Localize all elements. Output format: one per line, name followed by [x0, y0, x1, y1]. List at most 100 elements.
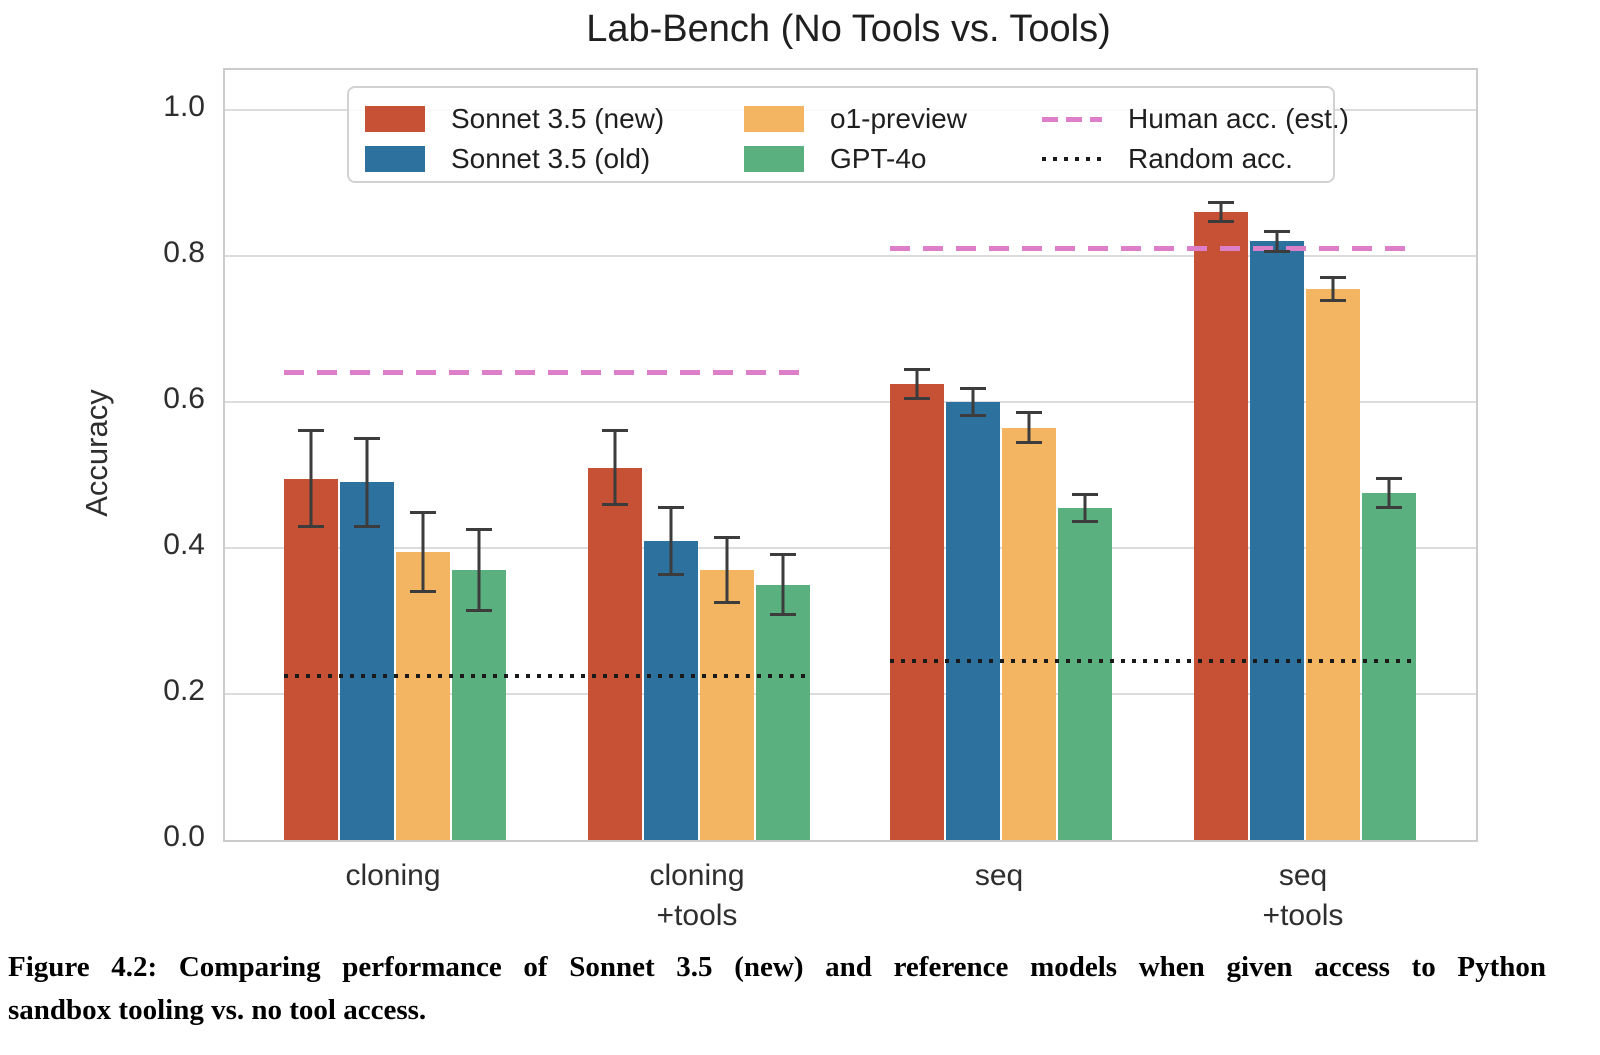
- y-tick-label: 0.4: [163, 528, 205, 561]
- legend-swatch-icon: [744, 106, 804, 132]
- error-bar-cap-top: [1376, 477, 1402, 481]
- reference-line-Human acc. (est.): [890, 246, 1416, 252]
- bar-GPT-4o-cloning: [452, 569, 506, 840]
- error-bar-cap-top: [904, 367, 930, 371]
- y-tick-label: 1.0: [163, 90, 205, 123]
- bar-o1-preview-seq: [1002, 427, 1056, 840]
- error-bar-GPT-4o-0: [452, 528, 506, 612]
- caption-line-2: sandbox tooling vs. no tool access.: [8, 994, 427, 1026]
- dotted-line-icon: [1042, 157, 1102, 161]
- error-bar-cap-bottom: [1072, 520, 1098, 524]
- error-bar-cap-top: [658, 505, 684, 509]
- x-tick-label-cloning-+tools: cloning +tools: [649, 859, 745, 932]
- error-bar-cap-bottom: [960, 413, 986, 417]
- error-bar-cap-bottom: [1016, 440, 1042, 444]
- error-bar-stem: [1219, 201, 1223, 224]
- error-bar-cap-top: [1320, 275, 1346, 279]
- error-bar-stem: [1275, 229, 1279, 254]
- legend-item-GPT-4o: GPT-4o: [744, 143, 926, 174]
- y-tick-label: 0.0: [163, 820, 205, 853]
- error-bar-stem: [421, 510, 425, 593]
- legend-label: Sonnet 3.5 (new): [451, 103, 665, 134]
- error-bar-GPT-4o-1: [756, 553, 810, 616]
- error-bar-cap-top: [602, 429, 628, 432]
- error-bar-stem: [725, 535, 729, 605]
- reference-line-Random acc.: [284, 673, 810, 678]
- error-bar-stem: [613, 429, 617, 507]
- legend-swatch-icon: [365, 146, 425, 172]
- error-bar-Sonnet 3.5 (old)-3: [1250, 229, 1304, 254]
- bar-o1-preview-cloning: [396, 551, 450, 840]
- error-bar-cap-bottom: [410, 589, 436, 593]
- error-bar-cap-bottom: [602, 503, 628, 507]
- error-bar-cap-top: [960, 387, 986, 391]
- bar-Sonnet 3.5 (old)-cloning: [340, 482, 394, 840]
- x-tick-label-cloning: cloning: [345, 859, 441, 892]
- error-bar-o1-preview-2: [1002, 411, 1056, 444]
- y-tick-label: 0.2: [163, 674, 205, 707]
- error-bar-stem: [1331, 275, 1335, 302]
- gridline-y-0.6: [225, 401, 1476, 403]
- legend-item-Sonnet 3.5 (old): Sonnet 3.5 (old): [365, 143, 650, 174]
- error-bar-stem: [781, 553, 785, 616]
- gridline-y-0.8: [225, 255, 1476, 257]
- reference-line-Human acc. (est.): [284, 370, 810, 376]
- error-bar-cap-bottom: [298, 525, 324, 529]
- error-bar-cap-top: [298, 429, 324, 432]
- error-bar-cap-top: [770, 553, 796, 557]
- error-bar-cap-top: [1208, 201, 1234, 205]
- error-bar-cap-top: [410, 510, 436, 514]
- legend-label: Random acc.: [1128, 143, 1293, 174]
- error-bar-cap-bottom: [904, 396, 930, 400]
- error-bar-Sonnet 3.5 (old)-0: [340, 437, 394, 528]
- error-bar-stem: [477, 528, 481, 612]
- error-bar-Sonnet 3.5 (new)-3: [1194, 201, 1248, 224]
- gridline-y-0.2: [225, 693, 1476, 695]
- bar-GPT-4o-cloning-+tools: [756, 584, 810, 840]
- bar-GPT-4o-seq-+tools: [1362, 493, 1416, 840]
- error-bar-Sonnet 3.5 (new)-2: [890, 367, 944, 400]
- legend-swatch-icon: [744, 146, 804, 172]
- bar-Sonnet 3.5 (new)-seq-+tools: [1194, 212, 1248, 840]
- error-bar-stem: [971, 387, 975, 417]
- legend-item-o1-preview: o1-preview: [744, 103, 967, 134]
- legend-swatch-icon: [365, 106, 425, 132]
- error-bar-stem: [365, 437, 369, 528]
- error-bar-stem: [669, 505, 673, 576]
- y-tick-label: 0.6: [163, 382, 205, 415]
- chart-title: Lab-Bench (No Tools vs. Tools): [586, 8, 1111, 50]
- figure-caption: Figure 4.2: Comparing performance of Son…: [8, 946, 1546, 1032]
- bar-Sonnet 3.5 (new)-cloning-+tools: [588, 467, 642, 840]
- error-bar-cap-bottom: [1208, 220, 1234, 224]
- error-bar-cap-top: [466, 528, 492, 532]
- error-bar-Sonnet 3.5 (new)-0: [284, 429, 338, 529]
- bar-o1-preview-seq-+tools: [1306, 288, 1360, 840]
- bar-Sonnet 3.5 (old)-seq: [946, 402, 1000, 840]
- bar-o1-preview-cloning-+tools: [700, 569, 754, 840]
- legend-label: o1-preview: [830, 103, 967, 134]
- error-bar-cap-bottom: [1264, 250, 1290, 254]
- error-bar-o1-preview-1: [700, 535, 754, 605]
- bar-GPT-4o-seq: [1058, 507, 1112, 840]
- error-bar-cap-bottom: [770, 612, 796, 616]
- error-bar-cap-bottom: [714, 601, 740, 605]
- error-bar-o1-preview-0: [396, 510, 450, 593]
- bar-Sonnet 3.5 (old)-cloning-+tools: [644, 540, 698, 840]
- chart-legend: Sonnet 3.5 (new) Sonnet 3.5 (old) o1-previ…: [347, 86, 1349, 183]
- error-bar-cap-bottom: [466, 608, 492, 612]
- legend-label: Human acc. (est.): [1128, 103, 1349, 134]
- error-bar-cap-bottom: [1376, 506, 1402, 510]
- error-bar-stem: [1083, 492, 1087, 524]
- error-bar-cap-top: [714, 535, 740, 539]
- legend-item-Random acc.: Random acc.: [1042, 143, 1293, 174]
- error-bar-Sonnet 3.5 (new)-1: [588, 429, 642, 507]
- legend-item-Sonnet 3.5 (new): Sonnet 3.5 (new): [365, 103, 665, 134]
- error-bar-cap-top: [1016, 411, 1042, 415]
- error-bar-stem: [1027, 411, 1031, 444]
- bar-Sonnet 3.5 (new)-cloning: [284, 478, 338, 840]
- dashed-line-icon: [1042, 116, 1102, 122]
- error-bar-o1-preview-3: [1306, 275, 1360, 302]
- error-bar-stem: [1387, 477, 1391, 510]
- error-bar-GPT-4o-3: [1362, 477, 1416, 510]
